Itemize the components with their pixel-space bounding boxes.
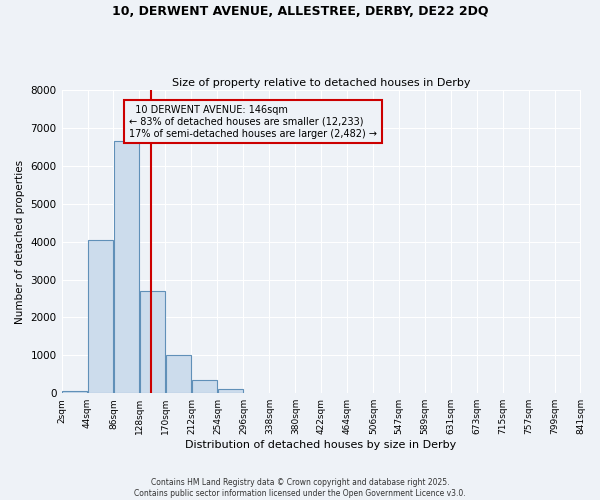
Bar (166, 356, 191, 393)
Bar (218, 388, 243, 393)
Title: Size of property relative to detached houses in Derby: Size of property relative to detached ho… (172, 78, 470, 88)
X-axis label: Distribution of detached houses by size in Derby: Distribution of detached houses by size … (185, 440, 457, 450)
Bar (140, 291, 166, 393)
Text: 10, DERWENT AVENUE, ALLESTREE, DERBY, DE22 2DQ: 10, DERWENT AVENUE, ALLESTREE, DERBY, DE… (112, 5, 488, 18)
Text: 10 DERWENT AVENUE: 146sqm
← 83% of detached houses are smaller (12,233)
17% of s: 10 DERWENT AVENUE: 146sqm ← 83% of detac… (129, 106, 377, 138)
Bar (191, 380, 217, 393)
Bar (113, 142, 139, 393)
Bar (62, 391, 88, 393)
Y-axis label: Number of detached properties: Number of detached properties (15, 160, 25, 324)
Bar (88, 240, 113, 393)
Text: Contains HM Land Registry data © Crown copyright and database right 2025.
Contai: Contains HM Land Registry data © Crown c… (134, 478, 466, 498)
